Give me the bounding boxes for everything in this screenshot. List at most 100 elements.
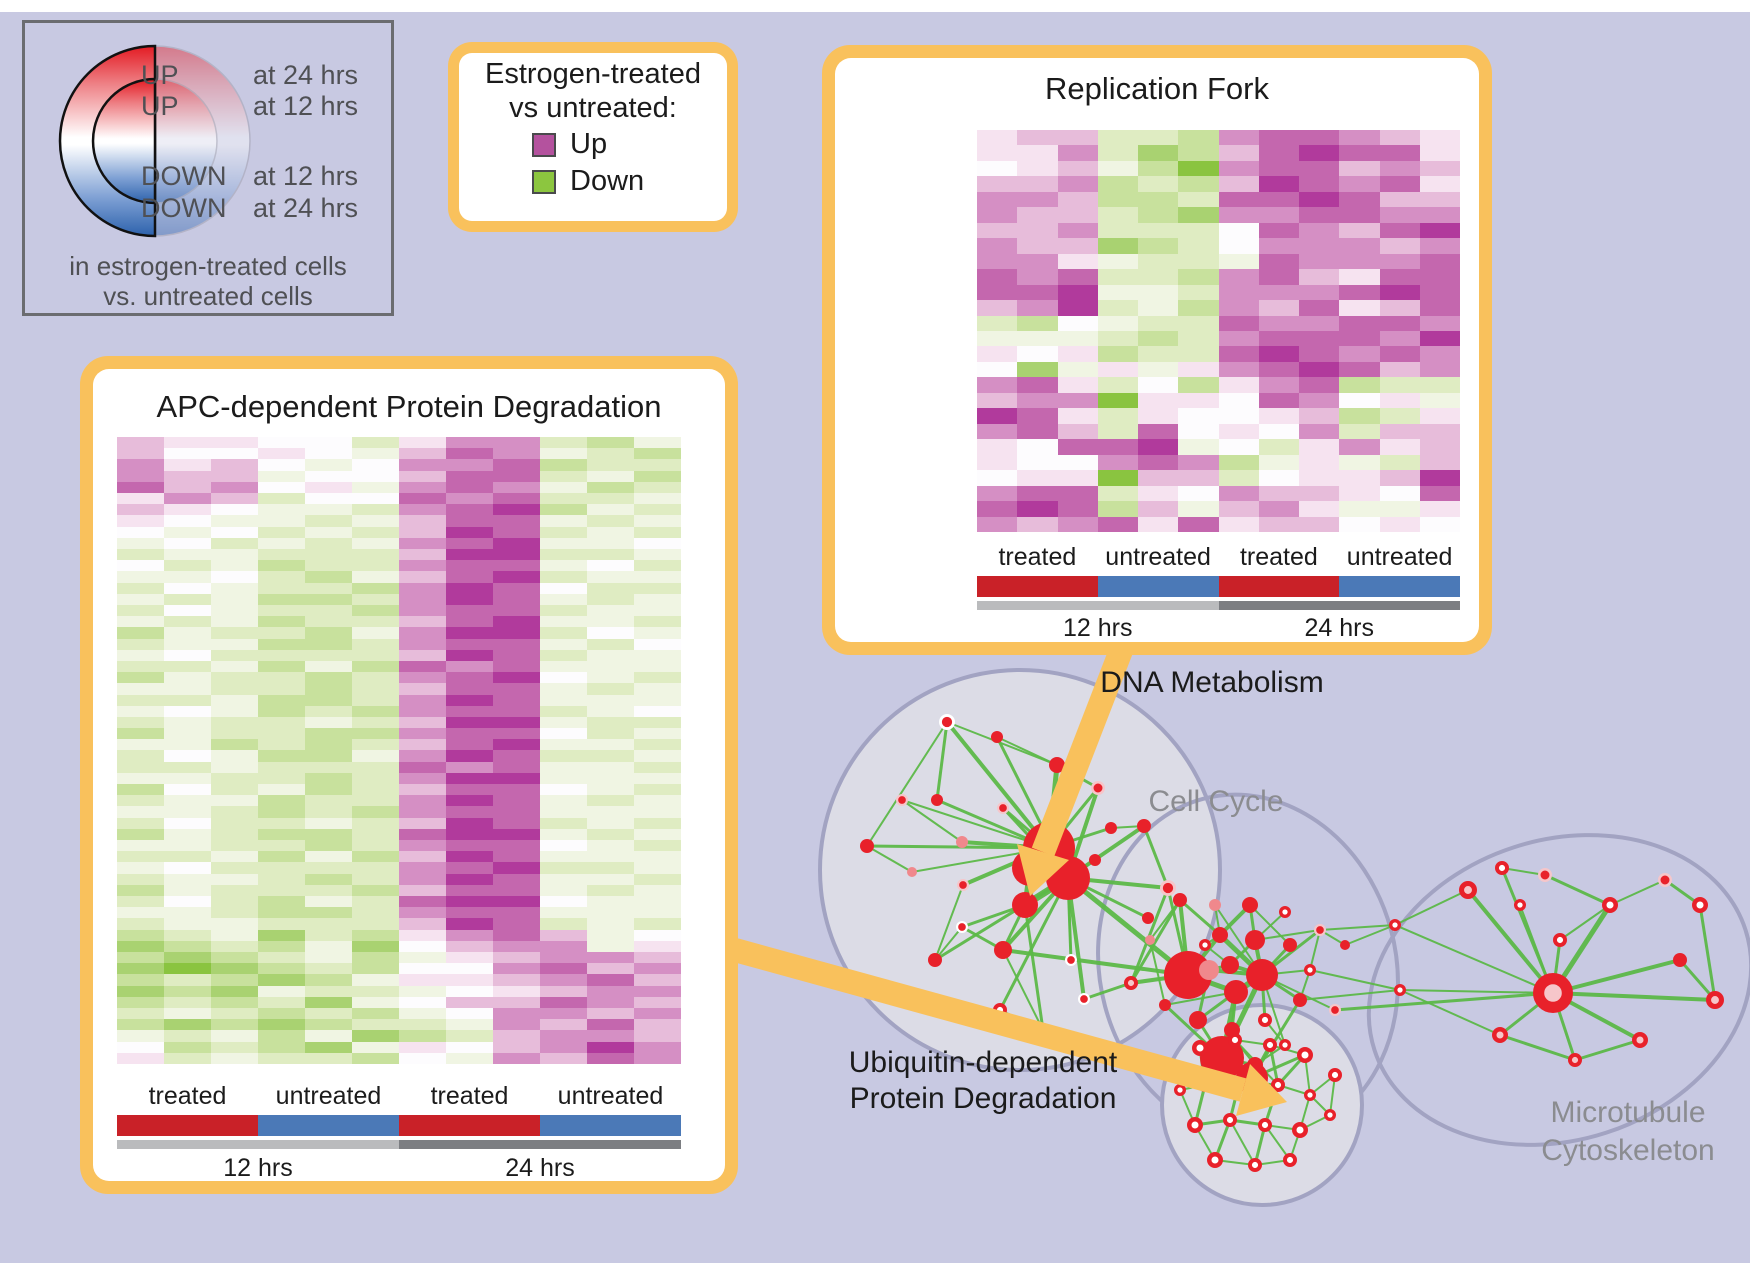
heatmap-cell <box>1218 485 1259 502</box>
network-edge <box>1002 949 1044 1031</box>
heatmap-cell <box>399 1019 446 1031</box>
heatmap-cell <box>587 851 634 863</box>
time-label-12hrs: 12 hrs <box>223 1154 293 1182</box>
heatmap-cell <box>446 784 493 796</box>
heatmap-cell <box>211 604 258 617</box>
heatmap-cell <box>446 694 493 706</box>
network-node <box>1324 1109 1337 1122</box>
heatmap-cell <box>1138 191 1179 208</box>
network-edge <box>1552 958 1681 995</box>
heatmap-cell <box>587 862 634 874</box>
heatmap-cell <box>211 716 258 729</box>
heatmap-cell <box>1379 423 1420 440</box>
heatmap-cell <box>1138 392 1179 409</box>
heatmap-cell <box>540 616 587 628</box>
heatmap-cell <box>493 683 540 695</box>
network-node <box>1532 972 1573 1013</box>
heatmap-cell <box>1299 315 1340 331</box>
heatmap-cell <box>1138 470 1179 486</box>
network-node <box>1293 993 1307 1007</box>
heatmap-cell <box>977 470 1018 486</box>
heatmap-cell <box>493 761 540 773</box>
network-node <box>1262 1037 1277 1052</box>
heatmap-cell <box>1138 423 1179 440</box>
heatmap-cell <box>164 1008 211 1020</box>
heatmap-cell <box>164 437 211 449</box>
heatmap-cell <box>117 884 164 897</box>
heatmap-cell <box>305 582 352 594</box>
heatmap-cell <box>634 929 681 941</box>
network-node <box>1491 1026 1508 1043</box>
rf-group-labels: treated untreated treated untreated <box>977 543 1460 573</box>
network-edge <box>1552 991 1716 1002</box>
heatmap-cell <box>1339 470 1380 486</box>
heatmap-cell <box>1097 315 1138 331</box>
heatmap-cell <box>587 616 634 628</box>
heatmap-cell <box>1379 284 1420 301</box>
callout-arrow-shaft <box>1031 643 1134 857</box>
heatmap-cell <box>493 840 540 852</box>
heatmap-cell <box>634 593 681 605</box>
heatmap-cell <box>1419 269 1460 285</box>
heatmap-cell <box>446 918 493 930</box>
heatmap-cell <box>540 750 587 762</box>
heatmap-cell <box>117 481 164 493</box>
heatmap-cell <box>1299 439 1340 455</box>
heatmap-cell <box>1057 454 1098 471</box>
ring-legend-box: UP at 24 hrs UP at 12 hrs DOWN at 12 hrs… <box>22 20 394 316</box>
heatmap-cell <box>1419 145 1460 161</box>
heatmap-cell <box>634 996 681 1009</box>
direction-label: DOWN <box>141 193 227 223</box>
treatment-group-label: treated <box>998 543 1077 571</box>
callout-arrow-head <box>1017 844 1069 896</box>
heatmap-cell <box>305 1052 352 1064</box>
heatmap-cell <box>305 817 352 829</box>
heatmap-cell <box>352 548 399 561</box>
network-node <box>939 714 956 731</box>
heatmap-cell <box>211 560 258 572</box>
heatmap-cell <box>1057 470 1098 486</box>
network-node <box>1206 1151 1223 1168</box>
heatmap-cell <box>446 761 493 773</box>
heatmap-cell <box>399 728 446 740</box>
heatmap-cell <box>1419 361 1460 378</box>
heatmap-cell <box>634 750 681 762</box>
heatmap-cell <box>1017 130 1058 146</box>
heatmap-cell <box>211 985 258 997</box>
heatmap-cell <box>1419 238 1460 254</box>
heatmap-cell <box>258 448 305 460</box>
heatmap-cell <box>493 638 540 650</box>
heatmap-cell <box>211 683 258 695</box>
heatmap-cell <box>634 1052 681 1064</box>
network-edge <box>901 799 963 843</box>
heatmap-cell <box>446 437 493 449</box>
heatmap-cell <box>540 873 587 885</box>
heatmap-cell <box>1419 501 1460 517</box>
heatmap-cell <box>1178 361 1219 378</box>
heatmap-cell <box>1057 300 1098 316</box>
heatmap-cell <box>258 851 305 863</box>
heatmap-cell <box>587 840 634 852</box>
heatmap-cell <box>1097 222 1138 239</box>
heatmap-cell <box>352 952 399 964</box>
heatmap-cell <box>634 784 681 796</box>
heatmap-cell <box>1097 361 1138 378</box>
heatmap-cell <box>399 694 446 706</box>
heatmap-cell <box>446 448 493 460</box>
heatmap-cell <box>117 1019 164 1031</box>
heatmap-cell <box>164 638 211 650</box>
heatmap-cell <box>1017 315 1058 331</box>
heatmap-cell <box>1097 269 1138 285</box>
heatmap-cell <box>1138 207 1179 223</box>
heatmap-cell <box>164 470 211 482</box>
heatmap-cell <box>634 660 681 673</box>
heatmap-cell <box>1258 454 1299 471</box>
heatmap-cell <box>540 974 587 986</box>
rf-heatmap <box>977 130 1460 532</box>
heatmap-cell <box>352 459 399 471</box>
heatmap-cell <box>634 1008 681 1020</box>
heatmap-cell <box>117 761 164 773</box>
network-node <box>997 802 1010 815</box>
network-node <box>907 867 917 877</box>
heatmap-cell <box>977 191 1018 208</box>
